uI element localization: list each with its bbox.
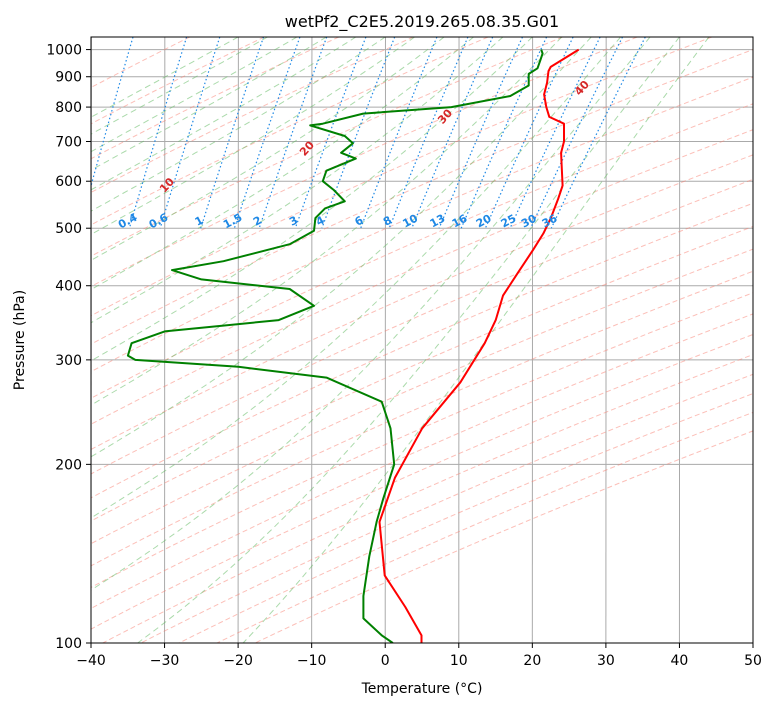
mixing-ratio-line xyxy=(159,37,221,229)
y-tick-label: 600 xyxy=(55,174,82,190)
dry-adiabat-line xyxy=(91,313,753,609)
dry-adiabat-line xyxy=(216,411,753,643)
mixing-ratio-lines xyxy=(91,37,646,229)
moist-adiabat-line xyxy=(91,37,386,212)
mixing-ratio-label: 20 xyxy=(474,212,494,231)
y-axis-title: Pressure (hPa) xyxy=(12,290,28,390)
x-tick-label: 10 xyxy=(450,653,468,669)
mixing-ratio-line xyxy=(460,37,548,229)
dry-adiabats xyxy=(91,37,753,643)
y-tick-label: 900 xyxy=(55,70,82,86)
x-tick-label: 20 xyxy=(523,653,541,669)
x-tick-label: 50 xyxy=(744,653,762,669)
moist-adiabat-line xyxy=(91,37,445,261)
x-tick-label: −30 xyxy=(150,653,180,669)
moist-adiabat-line xyxy=(91,37,298,153)
mixing-ratio-label: 36 xyxy=(540,212,560,231)
dry-adiabat-line xyxy=(91,103,753,399)
moist-adiabat-line xyxy=(91,37,415,235)
chart-title: wetPf2_C2E5.2019.265.08.35.G01 xyxy=(285,12,559,32)
y-tick-label: 700 xyxy=(55,134,82,150)
moist-adiabat-line xyxy=(91,37,621,519)
dry-adiabat-line xyxy=(91,333,753,630)
mixing-ratio-line xyxy=(438,37,524,229)
moist-adiabats xyxy=(91,37,710,643)
dry-adiabat-line xyxy=(102,354,753,643)
y-axis: 100 200 300 400 500 600 700 800 900 1000 xyxy=(46,43,91,652)
x-tick-label: −40 xyxy=(76,653,106,669)
x-axis: −40 −30 −20 −10 0 10 20 30 40 50 xyxy=(76,643,762,669)
mixing-ratio-label: 30 xyxy=(519,212,539,231)
x-axis-title: Temperature (°C) xyxy=(361,681,483,697)
mixing-ratio-label: 10 xyxy=(400,212,420,231)
mixing-ratio-line xyxy=(128,37,188,229)
y-tick-label: 100 xyxy=(55,636,82,652)
dry-adiabat-line xyxy=(91,129,753,425)
mixing-ratio-line xyxy=(91,37,134,189)
mixing-ratio-line xyxy=(258,37,328,229)
y-tick-label: 400 xyxy=(55,279,82,295)
mixing-ratio-line xyxy=(411,37,494,229)
dry-adiabat-line xyxy=(91,270,753,567)
dry-adiabat-line xyxy=(178,393,753,643)
y-tick-label: 200 xyxy=(55,457,82,473)
mixing-ratio-line xyxy=(530,37,624,229)
mixing-ratio-label: 25 xyxy=(499,212,519,231)
mixing-ratio-line xyxy=(200,37,265,229)
dry-adiabat-line xyxy=(254,430,753,643)
sounding-series xyxy=(126,48,580,643)
mixing-ratio-line xyxy=(388,37,469,229)
temperature-profile-line xyxy=(378,48,580,643)
moist-adiabat-line xyxy=(91,37,592,458)
x-tick-label: 40 xyxy=(671,653,689,669)
mixing-ratio-line xyxy=(509,37,601,229)
moist-adiabat-line xyxy=(91,37,533,362)
mixing-ratio-label: 16 xyxy=(450,212,470,231)
dry-adiabat-line xyxy=(91,37,563,257)
x-tick-label: 30 xyxy=(597,653,615,669)
moist-adiabat-line xyxy=(91,37,563,406)
moist-adiabat-line xyxy=(91,37,268,135)
y-tick-label: 300 xyxy=(55,353,82,369)
mixing-ratio-label: 13 xyxy=(428,212,448,231)
x-tick-label: 0 xyxy=(381,653,390,669)
dry-adiabat-line xyxy=(91,248,753,545)
mixing-ratio-line xyxy=(233,37,301,229)
dry-adiabat-line xyxy=(91,76,753,373)
y-tick-label: 800 xyxy=(55,100,82,116)
x-tick-label: −10 xyxy=(297,653,327,669)
dry-adiabat-line xyxy=(91,37,638,288)
x-tick-label: −20 xyxy=(223,653,253,669)
y-tick-label: 500 xyxy=(55,221,82,237)
moist-adiabat-line xyxy=(137,37,680,643)
dry-adiabat-line xyxy=(91,37,712,317)
moist-adiabat-line xyxy=(91,37,651,591)
plot-frame xyxy=(90,36,754,644)
dewpoint-profile-line xyxy=(126,49,544,643)
dry-adiabat-line xyxy=(91,49,753,345)
y-tick-label: 1000 xyxy=(46,43,82,59)
dry-adiabat-line xyxy=(91,225,753,522)
dry-adiabat-line xyxy=(91,178,753,475)
